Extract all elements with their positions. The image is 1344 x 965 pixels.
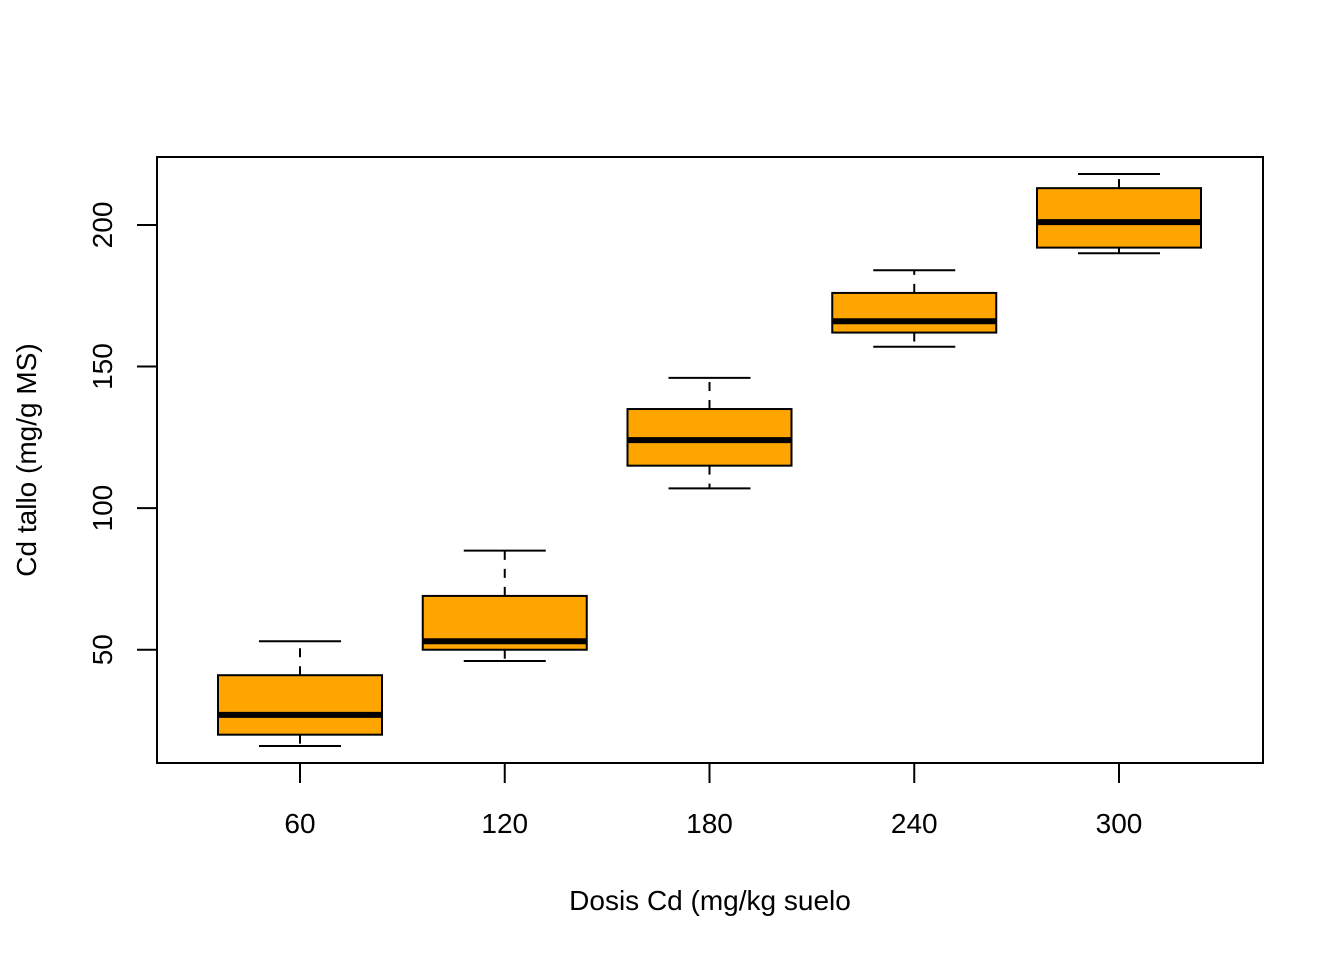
boxes-layer <box>217 172 1202 748</box>
y-tick-label: 100 <box>87 485 118 532</box>
y-tick-label: 50 <box>87 634 118 665</box>
box-group-120 <box>421 549 588 663</box>
y-tick-label: 200 <box>87 202 118 249</box>
iqr-box <box>217 674 383 736</box>
x-tick-label: 240 <box>891 808 938 839</box>
box-group-240 <box>831 269 998 348</box>
y-axis-label: Cd tallo (mg/g MS) <box>11 343 42 576</box>
box-group-60 <box>217 640 383 748</box>
x-tick-label: 120 <box>481 808 528 839</box>
box-group-300 <box>1036 172 1202 255</box>
x-axis-label: Dosis Cd (mg/kg suelo <box>569 885 851 916</box>
iqr-box <box>1036 187 1202 249</box>
y-tick-label: 150 <box>87 343 118 390</box>
box-group-180 <box>626 376 793 490</box>
x-tick-label: 300 <box>1096 808 1143 839</box>
x-axis: 60 120 180 240 300 <box>284 763 1142 839</box>
y-axis: 50 100 150 200 <box>87 202 158 665</box>
x-tick-label: 180 <box>686 808 733 839</box>
x-tick-label: 60 <box>284 808 315 839</box>
iqr-box <box>831 291 998 334</box>
